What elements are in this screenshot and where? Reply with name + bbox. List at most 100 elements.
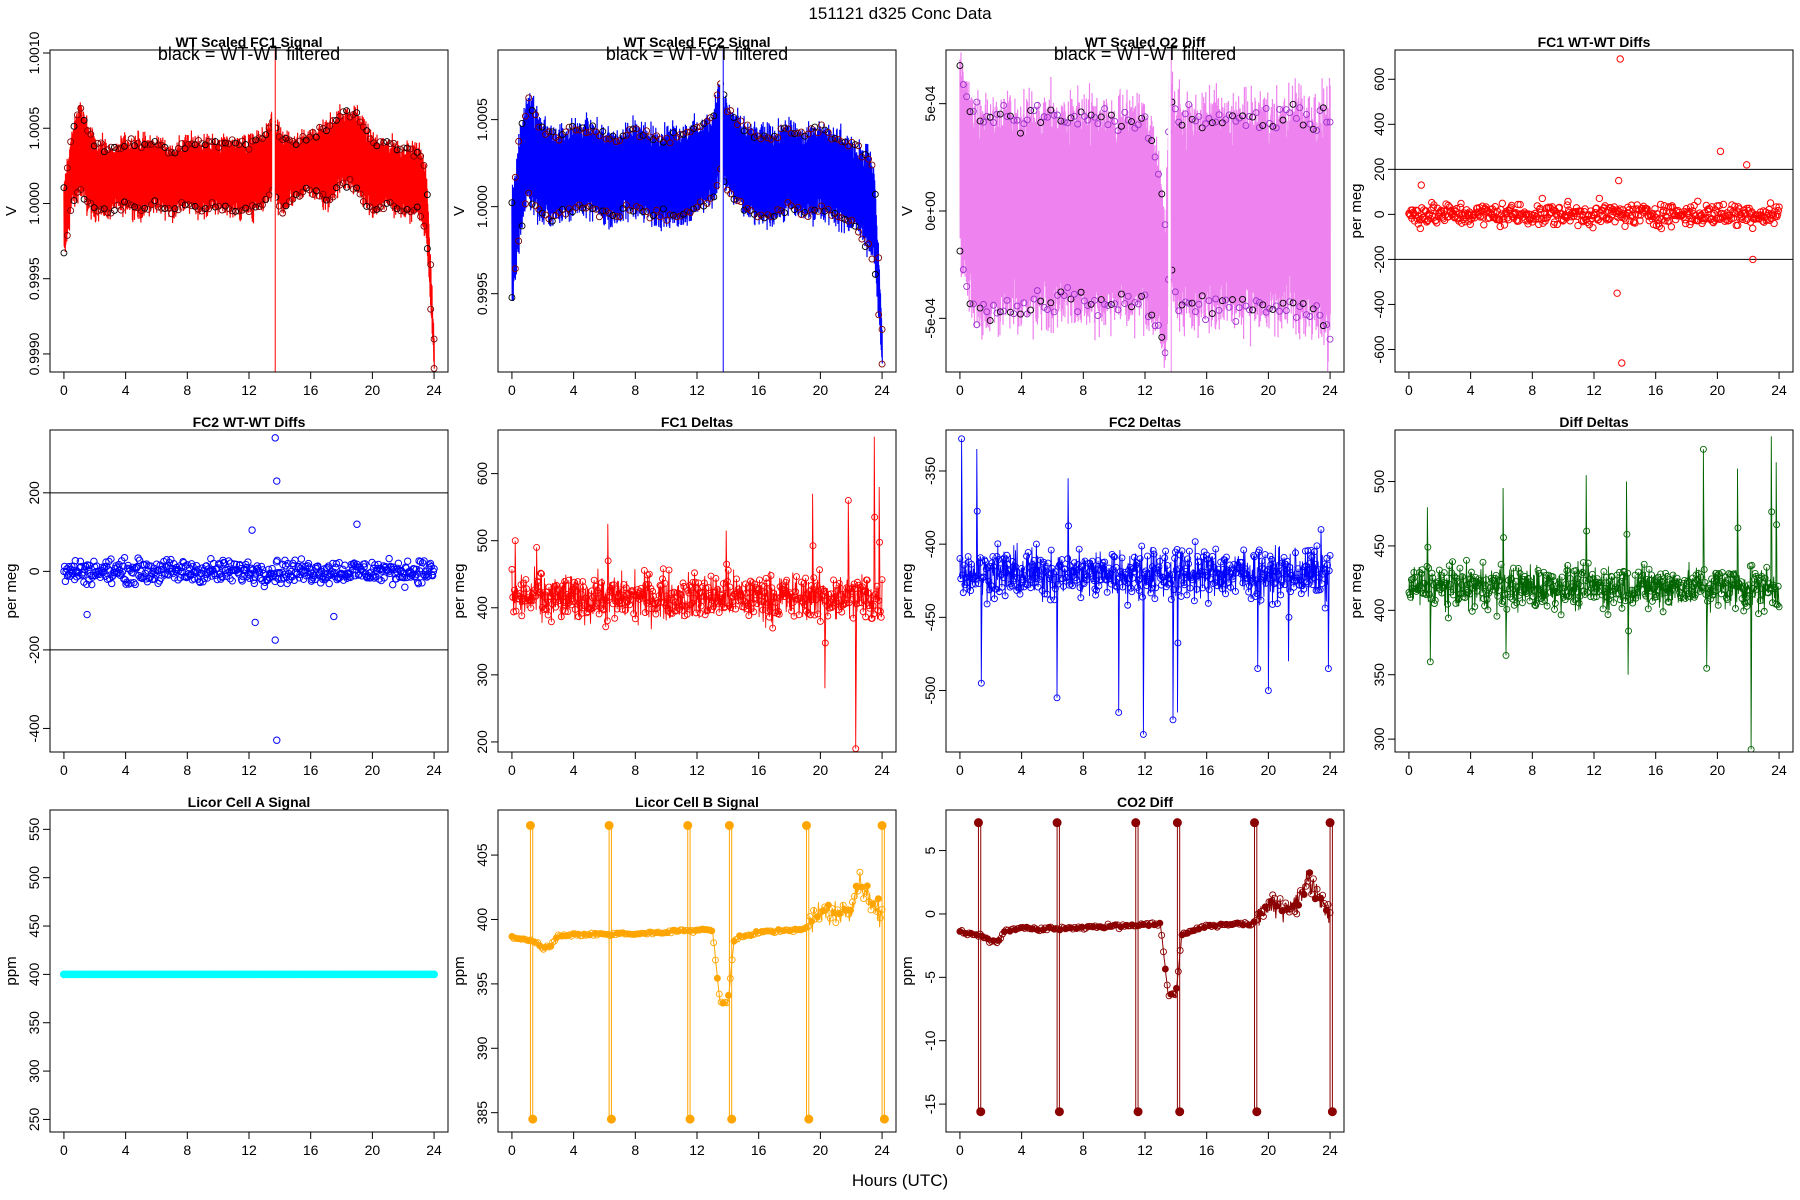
- scatter-point: [323, 563, 331, 572]
- upper-envelope-point: [1020, 120, 1028, 128]
- plot-area-licor-a: [60, 970, 438, 979]
- delta-point: [1436, 586, 1444, 594]
- upper-envelope-point: [632, 125, 640, 133]
- scatter-point: [424, 572, 433, 580]
- delta-point: [1648, 571, 1656, 579]
- plot-area-diff-deltas: [1405, 436, 1783, 752]
- outlier-point: [83, 610, 91, 619]
- delta-point: [590, 576, 598, 584]
- upper-envelope-point: [154, 141, 162, 149]
- y-axis-label: per meg: [451, 563, 468, 618]
- x-tick-label: 20: [813, 762, 829, 778]
- lower-envelope-point: [653, 206, 661, 214]
- delta-point: [1136, 555, 1144, 563]
- delta-point: [1145, 578, 1153, 586]
- spike-bottom-point: [528, 1114, 538, 1124]
- scatter-point: [236, 561, 244, 569]
- lower-envelope-point: [1303, 311, 1310, 319]
- upper-envelope-point: [1087, 111, 1095, 119]
- lower-envelope-point: [730, 195, 738, 203]
- y-tick-label: 400: [1371, 112, 1387, 136]
- delta-point: [858, 599, 865, 607]
- delta-point: [1045, 571, 1053, 579]
- lower-envelope-point: [966, 300, 974, 308]
- delta-point: [1318, 580, 1326, 588]
- lower-envelope-point: [154, 203, 162, 211]
- scatter-point: [339, 565, 347, 573]
- lower-envelope-point: [1171, 288, 1179, 296]
- lower-envelope-point: [1272, 302, 1280, 310]
- delta-point: [975, 580, 983, 588]
- delta-point: [723, 560, 731, 568]
- delta-point: [876, 538, 884, 546]
- scatter-point: [71, 556, 80, 565]
- upper-envelope-point: [811, 123, 819, 131]
- delta-point: [1549, 573, 1557, 581]
- scatter-point: [385, 554, 393, 563]
- delta-point: [1740, 607, 1748, 615]
- upper-envelope-point: [599, 127, 607, 135]
- upper-envelope-point: [838, 138, 846, 146]
- delta-point: [1477, 581, 1485, 589]
- upper-envelope-point: [262, 131, 270, 139]
- delta-point: [1604, 611, 1612, 619]
- lower-envelope-point: [963, 282, 971, 290]
- lower-envelope-point: [1000, 307, 1008, 315]
- lower-envelope-point: [262, 196, 270, 203]
- delta-point: [640, 567, 648, 574]
- delta-point: [1185, 560, 1193, 568]
- lower-envelope-point: [1276, 307, 1284, 315]
- delta-point: [1092, 591, 1100, 599]
- delta-point: [1097, 566, 1105, 574]
- delta-point: [844, 591, 851, 599]
- upper-envelope-point: [966, 108, 974, 116]
- upper-envelope-point: [326, 122, 334, 130]
- upper-envelope-point: [764, 134, 772, 142]
- delta-point: [570, 578, 578, 586]
- upper-envelope-point: [87, 130, 95, 138]
- delta-point: [1300, 585, 1308, 593]
- delta-point: [868, 614, 876, 622]
- scatter-point: [108, 579, 116, 588]
- delta-point: [1591, 588, 1599, 596]
- delta-point: [1575, 599, 1583, 607]
- scatter-point: [1742, 216, 1750, 225]
- delta-point: [1536, 586, 1544, 593]
- scatter-point: [414, 579, 423, 588]
- delta-point: [527, 604, 535, 612]
- delta-point: [1466, 590, 1474, 598]
- lower-envelope-point: [339, 179, 347, 187]
- delta-point: [533, 577, 541, 585]
- scatter-point: [158, 562, 167, 570]
- delta-point: [1428, 569, 1436, 577]
- delta-point: [1103, 588, 1111, 596]
- scatter-point: [374, 560, 383, 569]
- scatter-point: [370, 574, 378, 582]
- delta-point: [1144, 577, 1152, 585]
- upper-envelope-point: [518, 119, 526, 127]
- scatter-point: [262, 571, 270, 579]
- lower-envelope-point: [158, 204, 165, 212]
- scatter-point: [180, 559, 188, 567]
- lower-envelope-point: [770, 212, 778, 220]
- x-tick-label: 20: [365, 762, 381, 778]
- outlier-point: [1742, 161, 1751, 169]
- upper-envelope-point: [1225, 111, 1233, 119]
- lower-envelope-point: [1006, 308, 1014, 316]
- panel-annotation: black = WT-WT filtered: [606, 44, 788, 64]
- delta-point: [749, 599, 757, 607]
- delta-point: [986, 562, 994, 570]
- delta-point: [1321, 604, 1329, 612]
- delta-point: [1209, 580, 1217, 588]
- lower-envelope-point: [259, 201, 266, 209]
- upper-envelope-point: [616, 137, 624, 145]
- upper-envelope-point: [1181, 110, 1189, 118]
- delta-point: [1650, 581, 1658, 589]
- delta-point: [1118, 554, 1126, 562]
- delta-point: [1000, 574, 1007, 582]
- delta-point: [1310, 548, 1318, 556]
- y-tick-label: 0: [26, 567, 42, 575]
- scatter-point: [1681, 216, 1689, 224]
- delta-point: [688, 599, 696, 607]
